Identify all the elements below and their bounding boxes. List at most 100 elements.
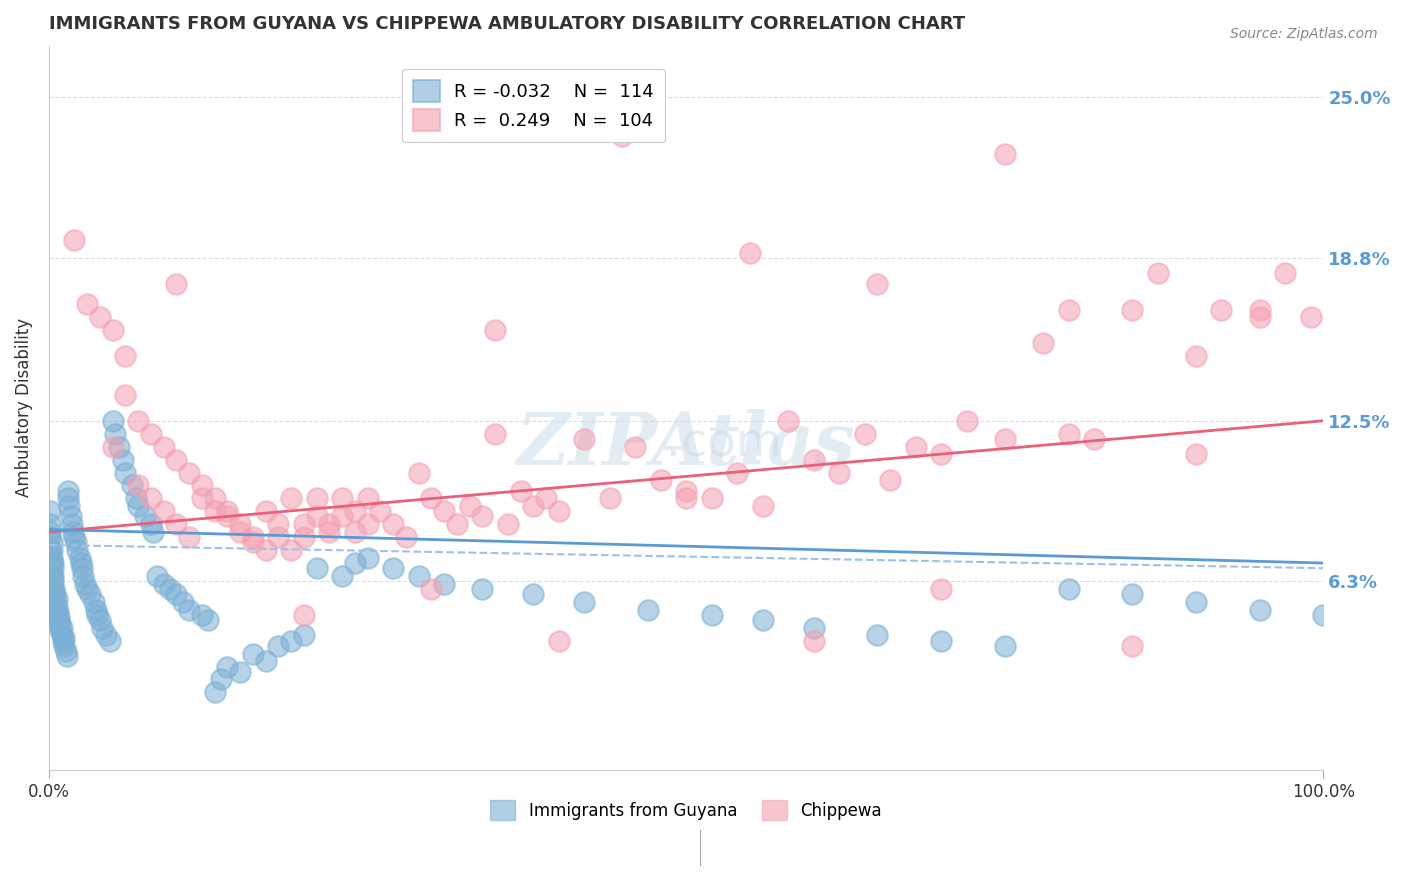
Point [738, 245, 761, 260]
Point [1299, 310, 1322, 325]
Text: IMMIGRANTS FROM GUYANA VS CHIPPEWA AMBULATORY DISABILITY CORRELATION CHART: IMMIGRANTS FROM GUYANA VS CHIPPEWA AMBUL… [49, 15, 965, 33]
Point [509, 483, 531, 498]
Point [929, 447, 952, 461]
Point [408, 569, 430, 583]
Point [124, 491, 146, 506]
Point [637, 602, 659, 616]
Point [53, 639, 76, 653]
Point [280, 491, 302, 506]
Point [39, 530, 62, 544]
Point [191, 491, 214, 506]
Point [114, 388, 136, 402]
Point [91, 621, 114, 635]
Point [471, 509, 494, 524]
Point [56, 483, 79, 498]
Point [280, 543, 302, 558]
Point [114, 349, 136, 363]
Point [1249, 302, 1271, 317]
Y-axis label: Ambulatory Disability: Ambulatory Disability [15, 318, 32, 498]
Point [395, 530, 418, 544]
Point [191, 478, 214, 492]
Point [101, 414, 124, 428]
Point [254, 543, 277, 558]
Point [574, 432, 596, 446]
Point [484, 323, 506, 337]
Point [356, 517, 378, 532]
Point [446, 517, 468, 532]
Point [458, 499, 481, 513]
Point [56, 491, 79, 506]
Point [229, 524, 252, 539]
Point [70, 561, 93, 575]
Point [89, 613, 111, 627]
Point [39, 543, 62, 558]
Point [1185, 595, 1208, 609]
Point [42, 582, 65, 596]
Point [51, 628, 73, 642]
Point [73, 576, 96, 591]
Point [134, 509, 156, 524]
Point [305, 491, 328, 506]
Point [700, 607, 723, 622]
Point [382, 517, 405, 532]
Point [420, 491, 443, 506]
Point [159, 582, 181, 596]
Point [41, 550, 63, 565]
Point [139, 517, 162, 532]
Point [866, 628, 889, 642]
Point [929, 582, 952, 596]
Point [89, 310, 111, 325]
Point [904, 440, 927, 454]
Legend: Immigrants from Guyana, Chippewa: Immigrants from Guyana, Chippewa [484, 793, 889, 827]
Point [59, 509, 82, 524]
Point [76, 582, 98, 596]
Point [356, 491, 378, 506]
Point [929, 633, 952, 648]
Point [343, 524, 366, 539]
Point [267, 530, 290, 544]
Point [420, 582, 443, 596]
Point [803, 452, 825, 467]
Point [179, 602, 201, 616]
Point [1057, 302, 1080, 317]
Point [1032, 336, 1054, 351]
Point [242, 530, 264, 544]
Point [86, 607, 108, 622]
Text: ZIPAtlas: ZIPAtlas [517, 409, 856, 480]
Point [139, 491, 162, 506]
Point [624, 440, 647, 454]
Point [152, 576, 174, 591]
Point [114, 466, 136, 480]
Point [433, 576, 456, 591]
Point [318, 524, 340, 539]
Point [49, 615, 72, 630]
Point [51, 621, 73, 635]
Point [994, 147, 1017, 161]
Point [42, 587, 65, 601]
Point [879, 473, 901, 487]
Point [142, 524, 165, 539]
Point [62, 524, 84, 539]
Point [127, 499, 149, 513]
Point [48, 610, 70, 624]
Point [165, 587, 187, 601]
Point [1274, 266, 1296, 280]
Point [254, 654, 277, 668]
Point [1057, 582, 1080, 596]
Point [343, 556, 366, 570]
Point [330, 491, 353, 506]
Point [101, 440, 124, 454]
Point [41, 535, 63, 549]
Point [39, 524, 62, 539]
Point [44, 587, 66, 601]
Point [675, 491, 697, 506]
Point [496, 517, 519, 532]
Point [45, 600, 67, 615]
Point [139, 426, 162, 441]
Point [700, 491, 723, 506]
Point [42, 561, 65, 575]
Point [292, 530, 315, 544]
Point [101, 323, 124, 337]
Point [1146, 266, 1168, 280]
Point [318, 517, 340, 532]
